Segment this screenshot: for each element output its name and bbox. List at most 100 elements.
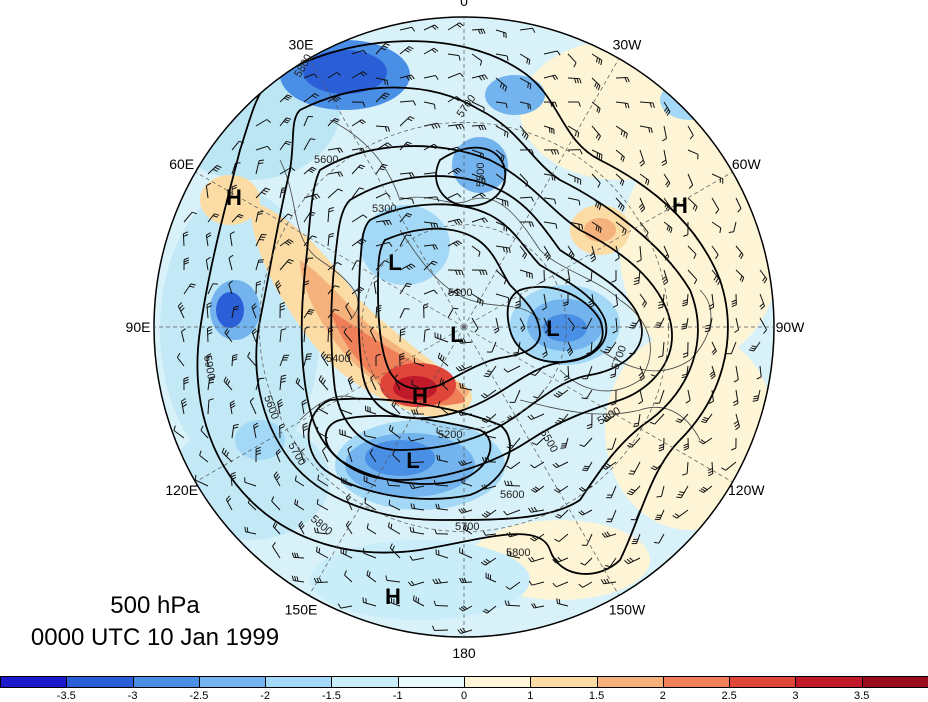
colorbar-tick-label: 3 <box>792 690 799 702</box>
wind-barb <box>567 173 581 181</box>
wind-barb-feather <box>480 394 486 399</box>
wind-barb <box>279 329 282 343</box>
wind-barb <box>485 435 497 439</box>
wind-barb-feather <box>748 349 754 352</box>
wind-barb <box>543 245 551 257</box>
wind-barb <box>519 245 527 255</box>
wind-barb-feather <box>462 459 467 465</box>
wind-barb <box>413 599 425 607</box>
wind-barb-feather <box>600 579 605 585</box>
wind-barb <box>711 341 717 352</box>
wind-barb <box>663 269 669 282</box>
wind-barb <box>614 365 617 377</box>
wind-barb-feather <box>259 239 265 241</box>
wind-barb-feather <box>276 450 281 456</box>
wind-barb-feather <box>435 578 439 584</box>
wind-barb-feather <box>456 23 462 28</box>
wind-barb <box>567 341 574 353</box>
wind-barb-feather <box>700 420 706 424</box>
wind-barb-feather <box>320 377 324 383</box>
wind-barb-feather <box>556 513 562 517</box>
wind-barb-feather <box>530 373 536 376</box>
wind-barb-feather <box>663 254 669 259</box>
wind-barb <box>293 580 305 583</box>
wind-barb-feather <box>342 548 345 554</box>
wind-barb-feather <box>597 182 601 188</box>
wind-barb <box>244 481 257 487</box>
wind-barb-feather <box>370 374 375 379</box>
wind-barb-feather <box>556 487 561 492</box>
wind-barb <box>680 413 689 423</box>
wind-barb-feather <box>183 376 189 380</box>
wind-barb-feather <box>411 27 416 32</box>
wind-barb-feather <box>226 451 229 457</box>
wind-barb <box>471 293 484 302</box>
wind-barb-feather <box>424 328 431 331</box>
wind-barb <box>663 101 671 112</box>
wind-barb <box>255 145 268 151</box>
wind-barb <box>471 192 483 199</box>
wind-barb-feather <box>624 77 628 83</box>
wind-barb-feather <box>528 507 532 513</box>
wind-barb-feather <box>379 168 385 171</box>
wind-barb <box>300 451 305 463</box>
wind-barb <box>759 269 768 280</box>
wind-barb-feather <box>405 285 411 288</box>
wind-barb-feather <box>438 578 442 584</box>
wind-barb <box>519 125 529 136</box>
wind-barb-feather <box>579 149 583 155</box>
wind-barb-feather <box>521 131 526 136</box>
wind-barb <box>686 293 689 305</box>
wind-barb-feather <box>357 288 363 292</box>
wind-barb <box>423 24 435 31</box>
wind-barb <box>711 269 721 281</box>
wind-barb-feather <box>376 309 382 313</box>
wind-barb-feather <box>299 522 304 528</box>
wind-barb-feather <box>380 47 386 51</box>
wind-barb <box>705 413 713 423</box>
wind-barb-feather <box>558 598 561 605</box>
wind-barb-feather <box>439 354 443 360</box>
wind-barb <box>655 365 665 377</box>
wind-barb-feather <box>433 143 439 148</box>
wind-barb <box>543 341 548 355</box>
wind-barb <box>531 557 545 563</box>
wind-barb-feather <box>177 302 183 307</box>
longitude-label: 90E <box>126 319 151 335</box>
wind-barb <box>604 533 617 538</box>
wind-barb-feather <box>436 123 441 128</box>
wind-barb-feather <box>455 124 459 130</box>
wind-barb-feather <box>530 489 536 493</box>
wind-barb-feather <box>603 464 609 469</box>
wind-barb-feather <box>280 377 286 380</box>
wind-barb-feather <box>415 409 419 415</box>
wind-barb-feather <box>308 213 315 216</box>
wind-barb-feather <box>694 206 698 212</box>
wind-barb-feather <box>633 422 639 425</box>
longitude-label: 0 <box>460 0 468 9</box>
wind-barb <box>725 461 737 471</box>
wind-barb <box>231 162 236 175</box>
wind-barb <box>375 142 388 151</box>
wind-barb <box>392 454 401 463</box>
wind-barb-feather <box>682 323 688 326</box>
wind-barb-feather <box>457 193 462 198</box>
wind-barb <box>435 605 449 607</box>
wind-barb-feather <box>410 263 416 268</box>
wind-barb-feather <box>739 275 743 281</box>
wind-barb-feather <box>384 143 390 148</box>
wind-barb-feather <box>658 448 664 452</box>
wind-barb-feather <box>483 417 489 422</box>
wind-barb <box>389 601 401 607</box>
wind-barb <box>199 455 209 463</box>
wind-barb-feather <box>311 235 317 238</box>
wind-barb <box>207 165 218 175</box>
wind-barb-feather <box>479 299 482 305</box>
wind-barb-feather <box>405 266 411 271</box>
wind-barb-feather <box>763 278 768 284</box>
wind-barb <box>375 192 387 199</box>
wind-barb <box>471 317 479 329</box>
wind-barb <box>461 581 473 584</box>
wind-barb <box>399 46 410 55</box>
wind-barb-feather <box>707 468 713 472</box>
